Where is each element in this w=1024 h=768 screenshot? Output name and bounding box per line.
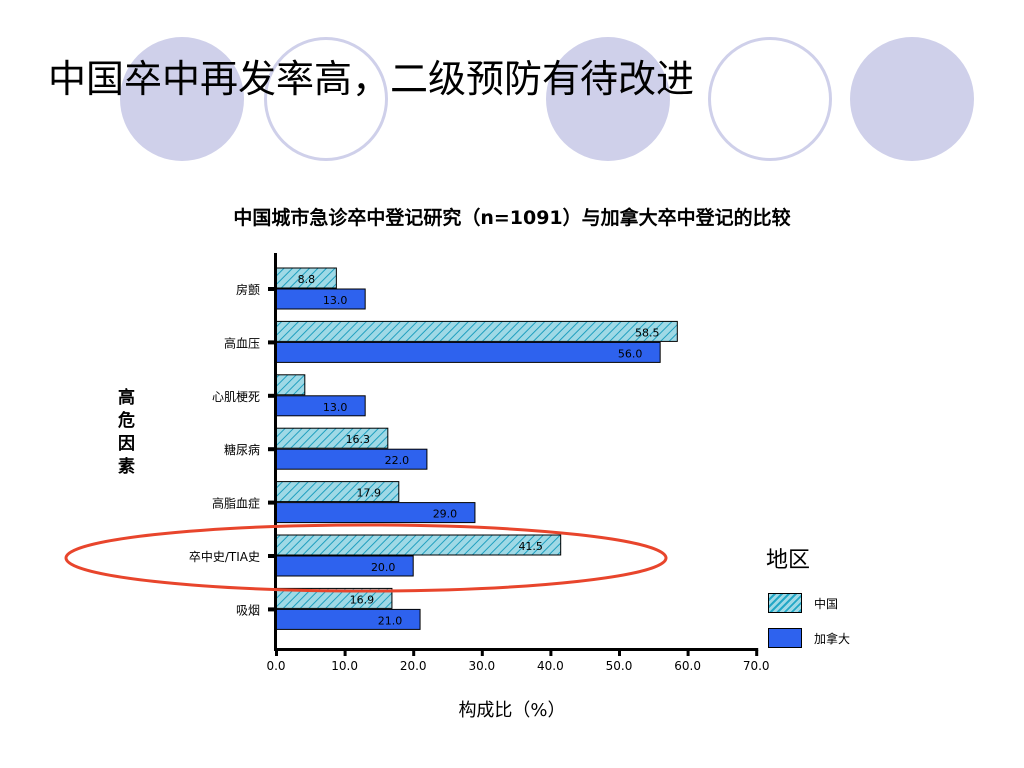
decor-ring-1 [264,37,388,161]
category-label-0: 房颤 [236,282,260,297]
x-tick-label-2: 20.0 [400,659,427,673]
value-label-canada-0: 13.0 [323,294,348,307]
category-label-3: 糖尿病 [224,442,260,457]
y-tick-2 [268,393,276,398]
x-tick-0 [275,650,278,656]
value-label-china-5: 41.5 [518,540,543,553]
y-tick-5 [268,554,276,558]
value-label-canada-6: 21.0 [378,614,403,627]
category-label-6: 吸烟 [236,603,260,617]
legend-label-china: 中国 [814,597,839,611]
highlight-ellipse [64,523,668,593]
value-label-china-6: 16.9 [350,593,375,606]
chart-title: 中国城市急诊卒中登记研究（n=1091）与加拿大卒中登记的比较 [233,207,791,229]
x-tick-label-5: 50.0 [606,659,633,673]
value-label-china-0: 8.8 [298,273,316,286]
x-tick-6 [686,650,690,656]
highlight-layer [64,523,668,593]
x-axis-line [274,648,759,651]
legend-swatch-china [768,593,802,613]
value-label-china-1: 58.5 [635,326,660,339]
x-tick-3 [480,650,484,656]
bar-canada-0 [275,288,366,310]
decor-circle-3 [850,37,974,161]
x-tick-label-7: 70.0 [743,659,770,673]
decor-ring-2 [708,37,832,161]
x-tick-7 [755,650,759,656]
value-label-canada-2: 13.0 [323,401,348,414]
y-tick-3 [268,447,276,452]
y-tick-1 [268,340,276,345]
value-label-canada-4: 29.0 [433,508,458,521]
value-label-canada-1: 56.0 [618,347,643,360]
bar-china-2 [275,374,306,396]
value-label-canada-3: 22.0 [385,454,410,467]
decor-circle-1 [120,37,244,161]
x-tick-1 [343,650,347,656]
bars-layer: 8.8 13.0 58.5 56.0 13.0 16.3 22.0 17.9 29.0 41.5 2… [275,267,678,630]
category-label-1: 高血压 [224,335,260,350]
x-tick-4 [549,650,553,656]
legend-swatch-canada [768,628,802,648]
x-tick-5 [618,650,621,656]
category-label-4: 高脂血症 [212,496,260,511]
x-tick-label-4: 40.0 [537,659,564,673]
category-label-2: 心肌梗死 [212,389,260,404]
decor-circle-2 [546,37,670,161]
bar-canada-2 [275,395,366,417]
category-label-5: 卒中史/TIA史 [189,549,260,564]
legend-title: 地区 [766,548,811,573]
y-axis-line [274,253,277,650]
value-label-china-3: 16.3 [346,433,371,446]
y-tick-0 [268,287,276,291]
x-axis-label: 构成比（%） [458,700,566,721]
y-tick-4 [268,500,276,505]
bar-china-3 [275,427,389,449]
y-axis-label: 高危因素 [114,388,134,480]
bar-canada-1 [275,341,661,363]
value-label-canada-5: 20.0 [371,561,396,574]
x-tick-2 [412,650,416,656]
y-tick-6 [268,607,276,612]
value-label-china-4: 17.9 [357,487,382,500]
x-tick-label-6: 60.0 [674,659,701,673]
legend-label-canada: 加拿大 [814,632,851,646]
x-tick-label-0: 0.0 [266,659,285,673]
x-tick-label-1: 10.0 [331,659,358,673]
slide-title: 中国卒中再发率高，二级预防有待改进 [48,57,695,101]
bar-china-1 [275,320,678,342]
x-tick-label-3: 30.0 [468,659,495,673]
